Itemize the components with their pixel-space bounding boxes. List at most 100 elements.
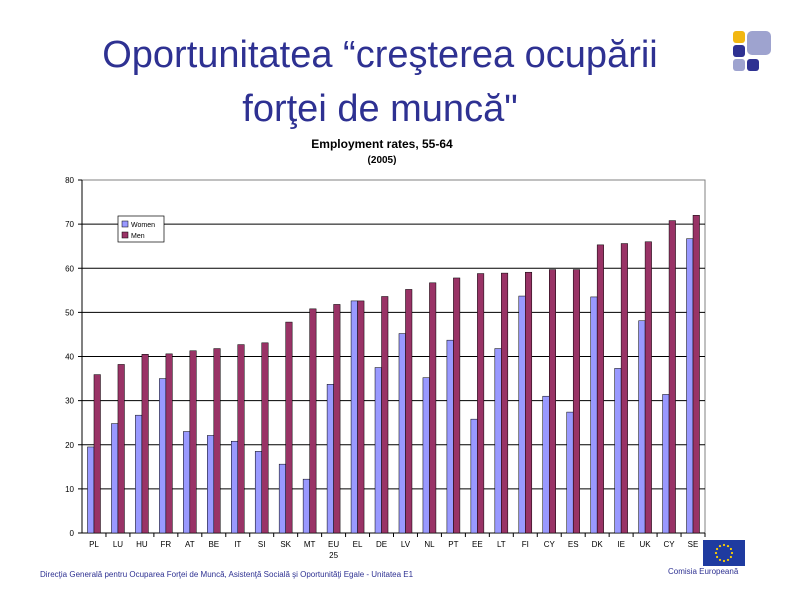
bar-men <box>620 243 628 534</box>
y-tick-label: 0 <box>70 529 75 538</box>
bar-men <box>477 273 485 534</box>
legend-label-men: Men <box>131 233 145 240</box>
bar-men <box>405 289 413 534</box>
bar-women <box>590 296 598 534</box>
bar-women <box>231 440 238 534</box>
bar-women <box>254 451 262 534</box>
slide-title: Oportunitatea “creşterea ocupării forţei… <box>30 28 730 136</box>
x-tick-label: LV <box>401 540 411 549</box>
bar-men <box>213 348 221 534</box>
bar-women <box>87 446 95 534</box>
x-tick-label: ES <box>568 540 579 549</box>
bar-women <box>662 394 670 534</box>
bar-men <box>525 271 533 534</box>
x-tick-label: EE <box>472 540 483 549</box>
x-tick-label: PT <box>448 540 458 549</box>
bar-women <box>302 478 310 534</box>
x-tick-label: UK <box>640 540 652 549</box>
bar-men <box>165 353 173 534</box>
slide-title-line2: forţei de muncă" <box>242 88 518 130</box>
x-tick-label: IE <box>617 540 625 549</box>
legend-label-women: Women <box>131 222 155 229</box>
bar-women <box>398 333 406 534</box>
bar-women <box>638 320 646 534</box>
bar-women <box>518 295 526 534</box>
chart-subtitle: (2005) <box>367 155 397 166</box>
bar-women <box>566 411 574 534</box>
bar-men <box>309 308 317 534</box>
bar-women <box>422 377 430 534</box>
bar-men <box>429 282 437 534</box>
bar-women <box>159 378 167 534</box>
bar-men <box>285 321 293 534</box>
x-tick-label: MT <box>304 540 316 549</box>
bar-men <box>692 215 700 534</box>
legend-swatch-women <box>121 220 129 228</box>
y-tick-label: 30 <box>65 397 74 406</box>
bar-women <box>686 238 694 534</box>
x-tick-label: IT <box>234 540 241 549</box>
bar-women <box>374 367 382 534</box>
x-tick-label: NL <box>424 540 435 549</box>
bar-men <box>596 244 604 534</box>
chart-title: Employment rates, 55-64 <box>311 137 453 151</box>
bar-men <box>357 300 365 534</box>
bar-men <box>261 342 269 534</box>
x-tick-label: BE <box>208 540 219 549</box>
x-tick-label: FI <box>522 540 529 549</box>
x-tick-label: DK <box>592 540 604 549</box>
footer-commission: Comisia Europeană <box>668 567 739 576</box>
footer-department: Direcţia Generală pentru Ocuparea Forţei… <box>40 570 414 579</box>
bar-men <box>237 344 245 534</box>
x-tick-label: CY <box>544 540 556 549</box>
bar-women <box>207 435 215 534</box>
x-tick-label: SE <box>688 540 699 549</box>
x-tick-label: SI <box>258 540 266 549</box>
slide-title-line1: Oportunitatea “creşterea ocupării <box>102 34 658 76</box>
x-tick-label: FR <box>161 540 172 549</box>
bar-women <box>542 395 550 534</box>
bar-men <box>501 272 509 534</box>
bar-men <box>333 304 341 534</box>
bar-women <box>446 339 454 534</box>
y-tick-label: 80 <box>65 176 74 185</box>
bar-men <box>549 269 556 534</box>
bar-women <box>326 384 334 534</box>
x-tick-label: DE <box>376 540 387 549</box>
bar-men <box>117 364 125 534</box>
bar-men <box>381 296 389 534</box>
y-tick-label: 20 <box>65 441 74 450</box>
x-tick-label: EL <box>353 540 363 549</box>
bar-women <box>183 431 191 534</box>
x-tick-label: 25 <box>329 551 338 560</box>
y-tick-label: 60 <box>65 264 74 273</box>
bar-men <box>189 350 197 534</box>
x-tick-label: PL <box>89 540 99 549</box>
x-tick-label: LT <box>497 540 506 549</box>
x-tick-label: LU <box>113 540 123 549</box>
bar-men <box>668 220 676 534</box>
bar-men <box>93 374 101 534</box>
logo-icon <box>733 31 771 71</box>
bar-women <box>470 418 478 534</box>
y-tick-label: 40 <box>65 353 74 362</box>
x-tick-label: AT <box>185 540 195 549</box>
x-tick-label: EU <box>328 540 339 549</box>
y-tick-label: 50 <box>65 308 74 317</box>
bar-women <box>135 414 143 534</box>
bar-women <box>494 348 502 534</box>
bar-women <box>111 423 119 534</box>
bar-women <box>350 300 358 534</box>
bar-men <box>141 354 149 534</box>
eu-flag-icon <box>703 540 745 566</box>
bar-men <box>572 269 580 534</box>
x-tick-label: CY <box>663 540 675 549</box>
bar-women <box>278 463 286 534</box>
y-tick-label: 70 <box>65 220 74 229</box>
bar-men <box>453 277 461 534</box>
bar-women <box>614 368 622 534</box>
y-tick-label: 10 <box>65 485 74 494</box>
x-tick-label: SK <box>280 540 291 549</box>
x-tick-label: HU <box>136 540 148 549</box>
